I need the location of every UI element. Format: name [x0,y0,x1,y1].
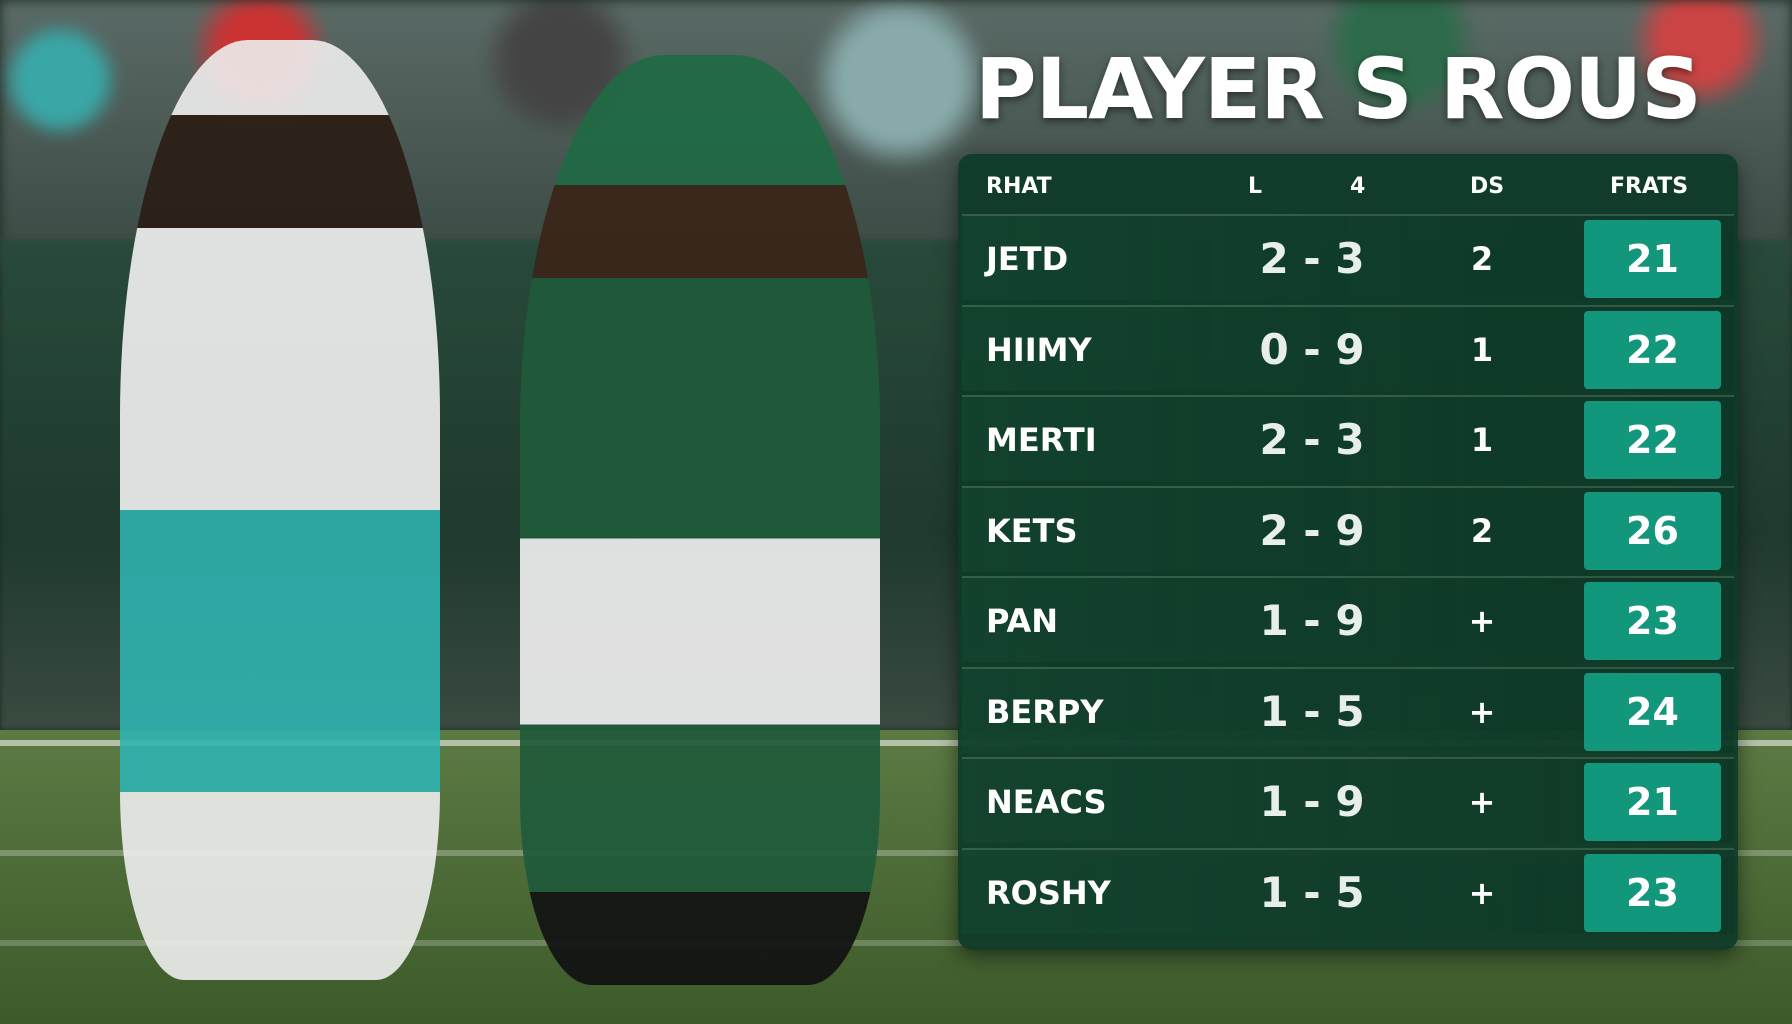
header-4: 4 [1350,174,1366,199]
score: 1 - 5 [1259,867,1365,917]
ds-value: + [1468,783,1496,821]
table-row: BERPY 1 - 5 + 24 [962,666,1734,753]
score: 0 - 9 [1259,324,1365,374]
team-name: PAN [986,602,1059,640]
frats-badge: 23 [1584,853,1721,932]
score: 2 - 9 [1259,505,1365,555]
table-row: ROSHY 1 - 5 + 23 [962,847,1734,934]
frats-badge: 22 [1584,401,1721,479]
score: 2 - 3 [1259,234,1365,283]
team-name: ROSHY [986,873,1111,912]
ds-value: + [1468,692,1496,731]
table-row: HIIMY 0 - 9 1 22 [962,304,1734,391]
page-title: PLAYER S ROUS [975,40,1702,138]
frats-badge: 21 [1584,763,1721,841]
frats-badge: 22 [1584,310,1721,389]
player-teal [120,40,440,980]
header-frats: FRATS [1610,174,1689,199]
table-row: NEACS 1 - 9 + 21 [962,757,1734,843]
header-ds: DS [1470,174,1505,199]
team-name: BERPY [986,692,1104,731]
stats-table: RHAT L 4 DS FRATS JETD 2 - 3 2 21 HIIMY 0… [958,154,1738,950]
score: 1 - 9 [1259,596,1365,645]
header-rhat: RHAT [986,174,1052,199]
frats-badge: 24 [1584,672,1721,751]
player-green [520,55,880,985]
score: 1 - 9 [1259,777,1365,826]
frats-badge: 21 [1584,220,1721,298]
table-row: MERTI 2 - 3 1 22 [962,395,1734,481]
table-row: PAN 1 - 9 + 23 [962,576,1734,662]
team-name: KETS [986,511,1078,550]
team-name: NEACS [986,783,1107,821]
team-name: HIIMY [986,330,1092,369]
ds-value: 2 [1470,240,1494,278]
header-l: L [1248,174,1263,199]
team-name: MERTI [986,421,1097,459]
ds-value: 1 [1470,421,1494,459]
ds-value: + [1468,873,1496,912]
frats-badge: 23 [1584,582,1721,660]
ds-value: + [1468,602,1496,640]
ds-value: 2 [1470,511,1494,550]
frats-badge: 26 [1584,491,1721,570]
team-name: JETD [986,240,1069,278]
table-row: KETS 2 - 9 2 26 [962,485,1734,572]
score: 2 - 3 [1259,415,1365,464]
table-row: JETD 2 - 3 2 21 [962,214,1734,300]
score: 1 - 5 [1259,686,1365,736]
ds-value: 1 [1470,330,1494,369]
